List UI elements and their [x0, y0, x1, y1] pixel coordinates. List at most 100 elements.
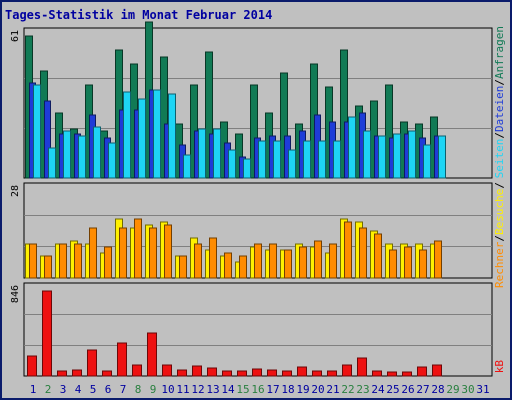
bar-kb-day-21 [327, 370, 337, 377]
bar-kb-day-19 [297, 366, 307, 377]
panel-visits-scale-label: 28 [10, 185, 21, 197]
panels-group: 61 28 846 [10, 21, 493, 377]
panel-hits-scale-label: 61 [10, 30, 21, 42]
legends-group: Seiten/Dateien/AnfragenRechner/Besuche/k… [493, 26, 506, 373]
bar-seiten-day-27 [423, 144, 431, 179]
bar-seiten-day-24 [378, 135, 386, 179]
bar-rechner-day-2 [44, 255, 52, 279]
day-label-4: 4 [75, 383, 82, 396]
bar-kb-day-3 [57, 370, 67, 377]
bar-rechner-day-11 [179, 255, 187, 279]
legend-middle: Rechner/Besuche/ [493, 182, 506, 288]
bar-seiten-day-16 [258, 140, 266, 179]
bar-kb-day-18 [282, 370, 292, 377]
bar-seiten-day-13 [213, 128, 221, 179]
legend-upper: Seiten/Dateien/Anfragen [493, 26, 506, 178]
bar-rechner-day-26 [404, 246, 412, 279]
day-label-16: 16 [251, 383, 264, 396]
day-label-25: 25 [386, 383, 399, 396]
bar-rechner-day-6 [104, 246, 112, 279]
bar-rechner-day-9 [149, 227, 157, 279]
legend-upper-item-0: Seiten [493, 139, 506, 179]
bar-rechner-day-13 [209, 237, 217, 279]
panel-kb: 846 [10, 282, 493, 377]
day-label-30: 30 [461, 383, 474, 396]
panel-visits: 28 [10, 182, 493, 279]
bar-seiten-day-18 [288, 149, 296, 179]
bar-seiten-day-11 [183, 154, 191, 179]
bar-kb-day-16 [252, 368, 262, 377]
bar-kb-day-1 [27, 355, 37, 377]
day-label-3: 3 [60, 383, 67, 396]
day-label-29: 29 [446, 383, 459, 396]
bar-kb-day-6 [102, 370, 112, 377]
day-labels-group: 1 2 3 4 5 6 7 8 9 10 11 12 13 14 15 16 17 18 19 20 21 22 23 24 2… [30, 383, 490, 396]
bar-rechner-day-5 [89, 227, 97, 279]
legend-upper-item-4: Anfragen [493, 26, 506, 79]
day-label-21: 21 [326, 383, 339, 396]
legend-upper-item-1: / [493, 132, 506, 139]
bar-seiten-day-14 [228, 149, 236, 179]
legend-upper-item-2: Dateien [493, 86, 506, 132]
bar-seiten-day-10 [168, 93, 176, 179]
legend-lower-item-0: kB [493, 360, 506, 374]
day-label-11: 11 [176, 383, 189, 396]
bar-kb-day-15 [237, 370, 247, 377]
day-label-9: 9 [150, 383, 157, 396]
bar-kb-day-10 [162, 364, 172, 377]
bar-kb-day-17 [267, 369, 277, 377]
legend-middle-item-3: / [493, 182, 506, 189]
bar-seiten-day-23 [363, 130, 371, 179]
bar-seiten-day-19 [303, 140, 311, 179]
bar-seiten-day-20 [318, 140, 326, 179]
day-label-5: 5 [90, 383, 97, 396]
day-label-15: 15 [236, 383, 249, 396]
bar-kb-day-28 [432, 364, 442, 377]
bar-rechner-day-15 [239, 255, 247, 279]
bar-rechner-day-4 [74, 243, 82, 279]
bar-kb-day-12 [192, 365, 202, 377]
day-label-20: 20 [311, 383, 324, 396]
bar-kb-day-13 [207, 367, 217, 377]
legend-upper-item-3: / [493, 79, 506, 86]
legend-middle-item-1: / [493, 235, 506, 242]
bar-rechner-day-7 [119, 227, 127, 279]
bar-kb-day-22 [342, 364, 352, 377]
bar-rechner-day-3 [59, 243, 67, 279]
day-label-27: 27 [416, 383, 429, 396]
bar-rechner-day-19 [299, 246, 307, 279]
bar-rechner-day-16 [254, 243, 262, 279]
day-label-10: 10 [161, 383, 174, 396]
bar-rechner-day-20 [314, 240, 322, 279]
bar-dateien-day-2 [44, 100, 51, 179]
panel-hits: 61 [10, 21, 493, 179]
bar-seiten-day-4 [78, 135, 86, 179]
bar-rechner-day-27 [419, 249, 427, 279]
bar-seiten-day-26 [408, 130, 416, 179]
bar-kb-day-27 [417, 366, 427, 377]
chart-title: Tages-Statistik im Monat Februar 2014 [5, 8, 272, 22]
bar-rechner-day-21 [329, 243, 337, 279]
bar-seiten-day-28 [438, 135, 446, 179]
bar-kb-day-9 [147, 332, 157, 377]
legend-lower: kB [493, 360, 506, 374]
bar-seiten-day-8 [138, 98, 146, 179]
bar-rechner-day-8 [134, 218, 142, 279]
bar-rechner-day-22 [344, 221, 352, 279]
bar-rechner-day-14 [224, 252, 232, 279]
legend-middle-item-0: Rechner [493, 241, 506, 288]
day-label-28: 28 [431, 383, 444, 396]
bar-seiten-day-25 [393, 133, 401, 179]
day-label-14: 14 [221, 383, 235, 396]
day-label-17: 17 [266, 383, 279, 396]
bar-seiten-day-7 [123, 91, 131, 179]
bar-seiten-day-5 [93, 126, 101, 179]
day-label-13: 13 [206, 383, 219, 396]
bar-rechner-day-28 [434, 240, 442, 279]
bar-seiten-day-15 [243, 158, 251, 179]
bar-rechner-day-25 [389, 249, 397, 279]
bar-kb-day-4 [72, 369, 82, 377]
bar-kb-day-2 [42, 290, 52, 377]
